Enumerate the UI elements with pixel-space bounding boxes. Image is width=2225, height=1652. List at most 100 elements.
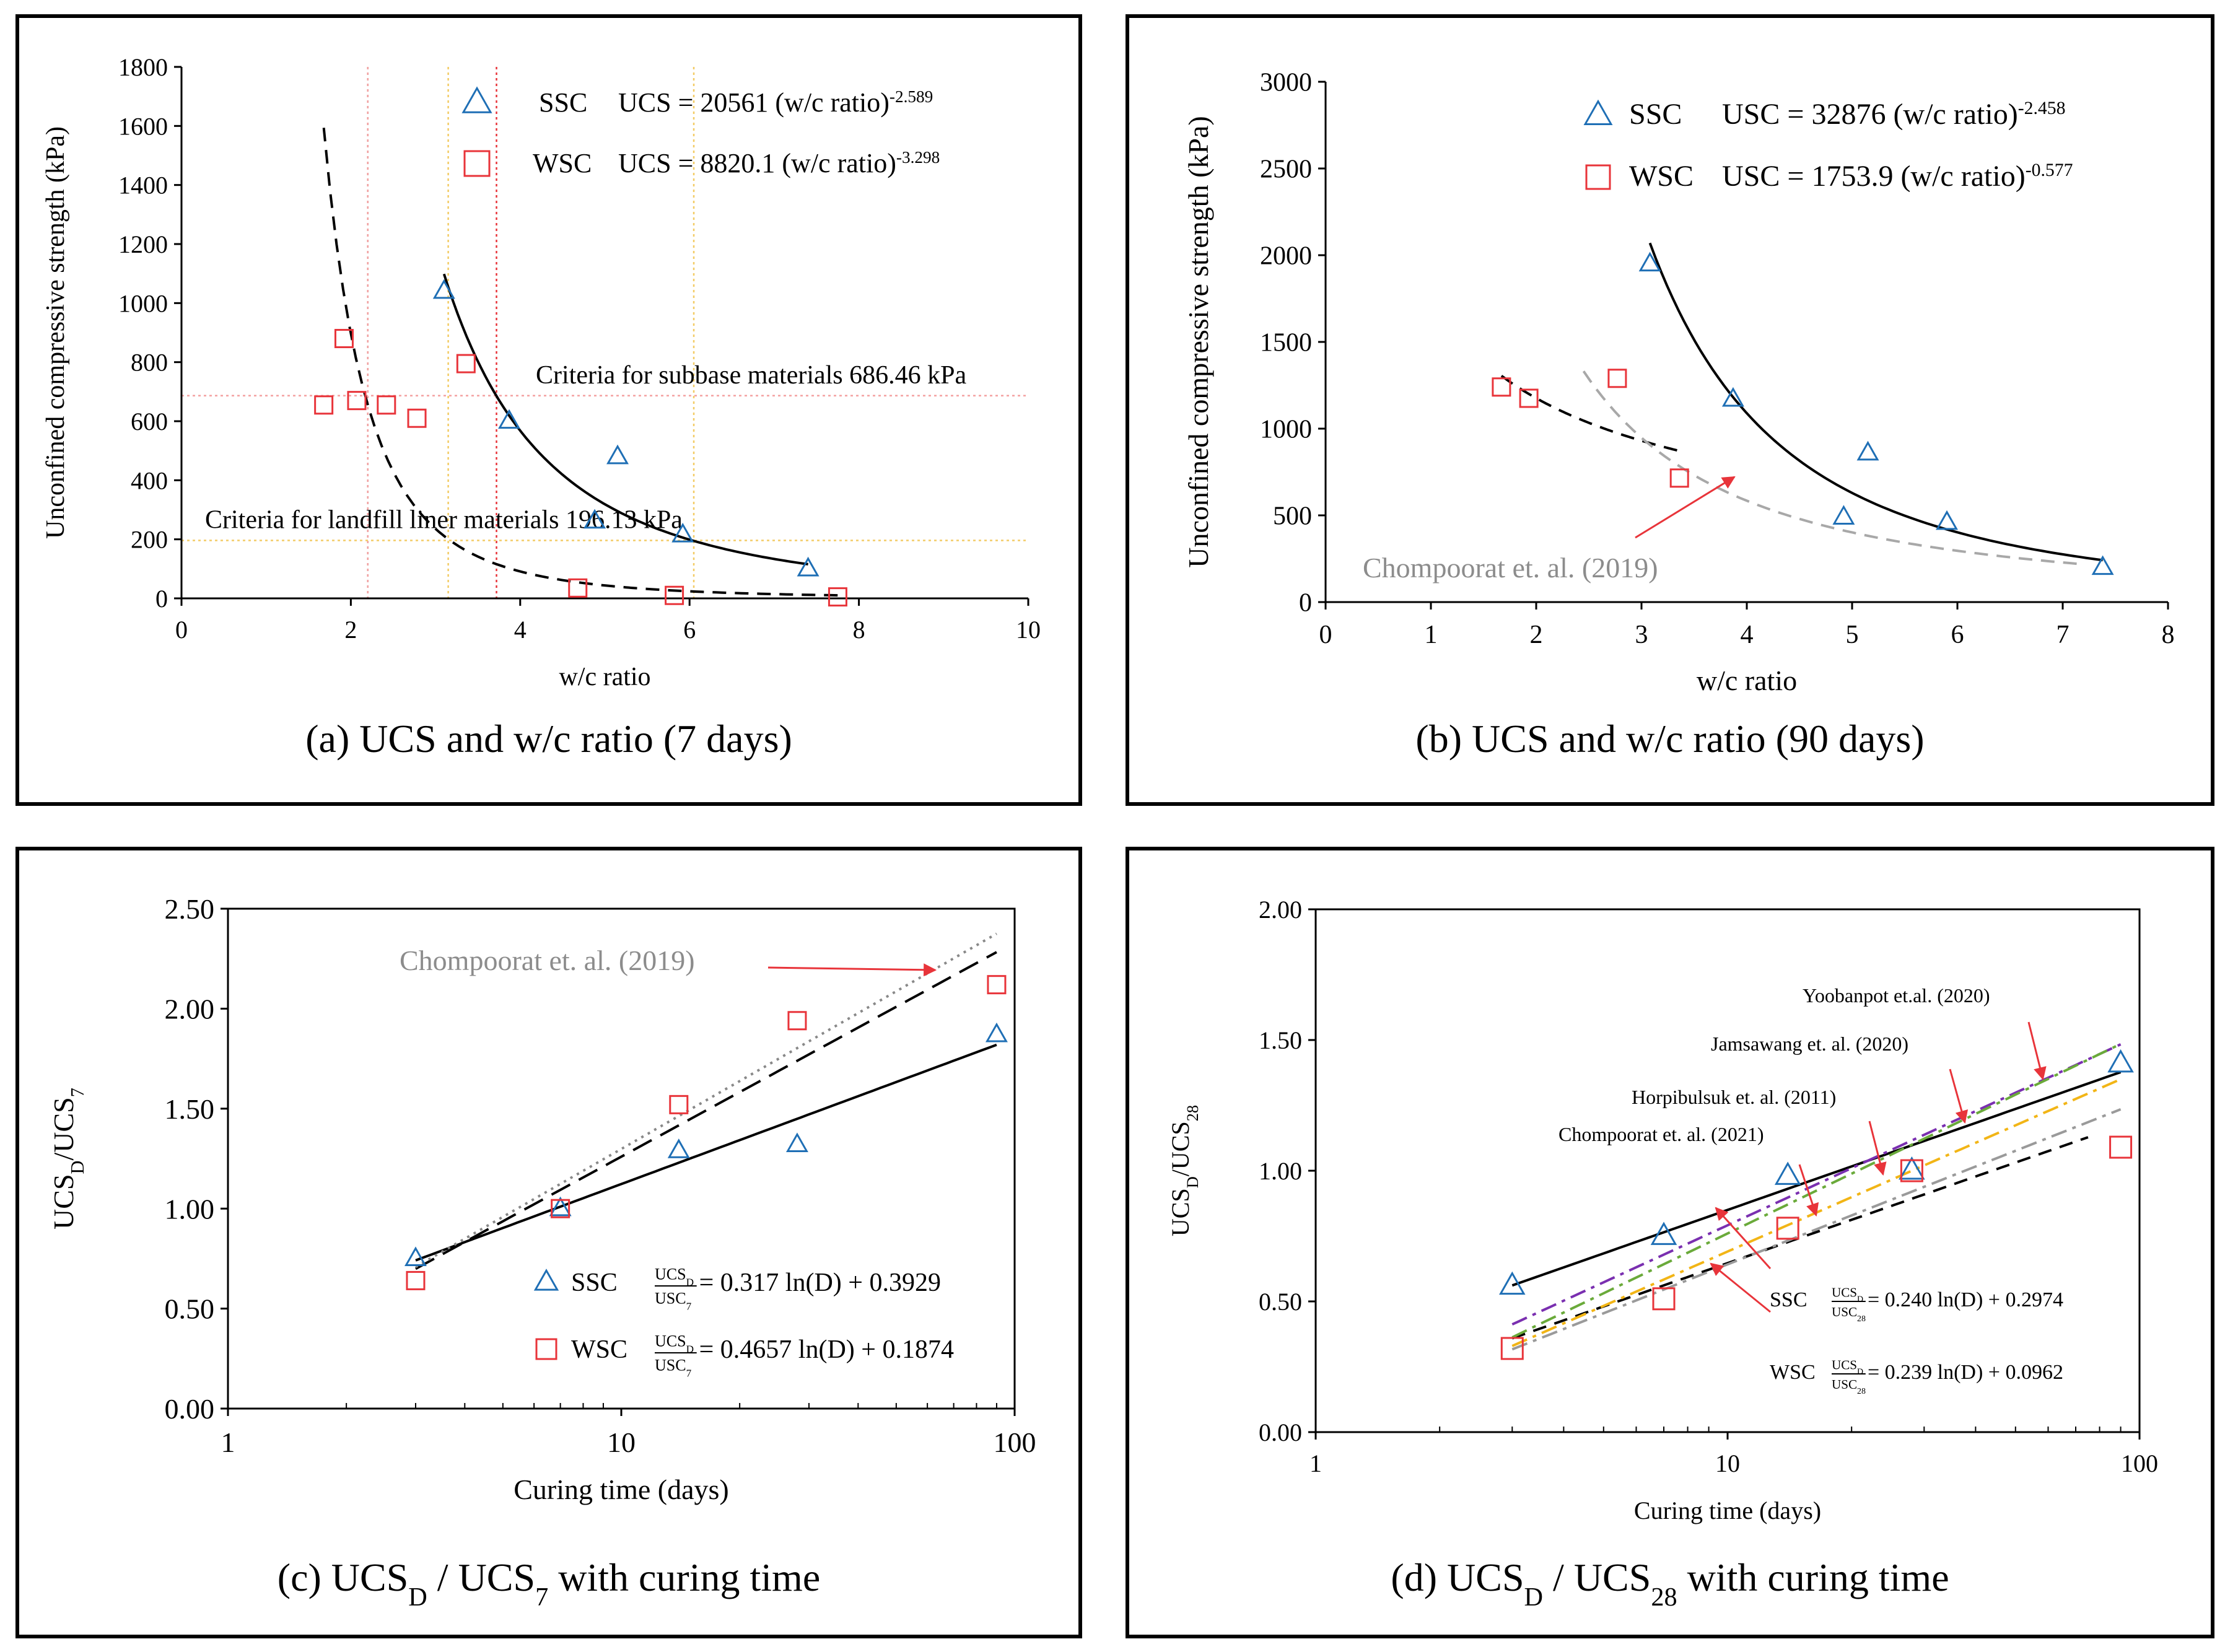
chart-d: 0.00 0.50 1.00 1.50 2.00 1 10 100 Curing time (d… [1126,847,2214,1638]
y-tick-label: 2500 [1260,155,1312,184]
data-point-ssc [1499,1271,1526,1295]
legend-frac-den: USC28 [1832,1305,1866,1324]
data-point-ssc [606,444,629,465]
x-tick-label: 2 [344,616,357,644]
data-point-ssc [549,1196,572,1217]
y-tick-label: 500 [1273,502,1312,531]
legend-label: WSC [1629,160,1694,193]
x-tick-label: 4 [514,616,527,644]
legend-frac-num: UCSD [655,1265,694,1288]
y-tick-label: 1000 [1260,416,1312,444]
data-point-wsc [406,1270,426,1290]
x-tick-label: 10 [1715,1449,1740,1477]
data-point-wsc [1519,388,1539,408]
data-point-ssc [785,1132,808,1153]
y-tick-label: 1200 [118,230,168,258]
data-point-ssc [584,509,606,529]
annotation-arrow [1798,1164,1819,1217]
data-point-wsc [1500,1337,1524,1360]
data-point-wsc [334,329,354,349]
y-tick-label: 0.00 [1259,1418,1302,1446]
fit-curve [1648,242,2103,562]
fit-curve [415,1043,997,1262]
fit-curve [1582,370,2084,566]
legend-equation: USC = 32876 (w/c ratio)-2.458 [1722,98,2066,131]
panel-frame [15,14,1082,806]
chart-caption: (d) UCSD / UCS28 with curing time [1391,1555,1949,1612]
data-point-ssc [1638,251,1661,272]
legend-frac-den: USC7 [655,1357,692,1379]
y-tick-label: 0.50 [1259,1288,1302,1316]
legend-marker [1585,164,1611,190]
data-point-wsc [987,975,1007,995]
y-tick-label: 0.00 [165,1393,215,1425]
data-point-wsc [407,408,427,428]
x-axis-label: Curing time (days) [1634,1497,1821,1524]
x-tick-label: 6 [1951,621,1964,649]
legend-equation: = 0.240 ln(D) + 0.2974 [1868,1288,2063,1311]
x-tick-label: 8 [853,616,865,644]
data-point-ssc [1856,440,1879,461]
data-point-ssc [671,522,694,543]
fit-curve [1511,1108,2122,1351]
fit-curve [1511,1070,2122,1287]
panel-frame [15,847,1082,1638]
y-tick-label: 0 [155,585,168,613]
legend-equation: UCS = 8820.1 (w/c ratio)-3.298 [618,148,940,178]
data-point-wsc [377,395,396,415]
legend-equation: = 0.317 ln(D) + 0.3929 [699,1269,941,1297]
data-point-wsc [1900,1159,1923,1182]
data-point-wsc [787,1011,807,1031]
data-point-wsc [347,391,367,411]
legend-frac-den: USC7 [655,1290,692,1313]
x-tick-label: 4 [1741,621,1754,649]
y-tick-label: 2.00 [165,994,215,1025]
x-axis-label: w/c ratio [559,663,650,691]
reference-label: Criteria for subbase materials 686.46 kP… [536,361,967,390]
legend-marker [461,86,492,113]
x-tick-label: 6 [683,616,696,644]
y-tick-label: 1.00 [165,1193,215,1225]
data-point-wsc [1607,369,1627,388]
legend-label: SSC [1770,1288,1808,1311]
y-tick-label: 2.50 [165,893,215,925]
annotation-text: Jamsawang et. al. (2020) [1711,1033,1908,1055]
x-tick-label: 10 [607,1427,636,1458]
data-point-ssc [432,279,455,299]
y-tick-label: 1600 [118,112,168,140]
y-axis-label: Unconfined compressive strength (kPa) [1182,116,1214,567]
data-point-wsc [669,1095,689,1114]
legend-label: WSC [1770,1361,1816,1384]
x-tick-label: 1 [1309,1449,1322,1477]
chart-caption: (a) UCS and w/c ratio (7 days) [305,717,792,761]
x-tick-label: 1 [1425,621,1438,649]
y-tick-label: 1.00 [1259,1157,1302,1185]
y-axis-label: UCSD/UCS7 [48,1088,88,1230]
reference-label: Criteria for landfill liner materials 19… [205,506,683,535]
fit-curve [414,932,997,1269]
fit-curve [442,273,808,566]
annotation-text: Chompoorat et. al. (2021) [1558,1123,1764,1145]
panel-frame [1126,847,2214,1638]
legend-equation: USC = 1753.9 (w/c ratio)-0.577 [1722,160,2073,193]
y-tick-label: 1000 [118,289,168,317]
data-point-wsc [1492,377,1511,397]
chart-b: 0 500 1000 1500 2000 2500 3000 0 1 2 3 4 5 6 7 8 w/c rat… [1126,14,2214,806]
legend-frac-num: UCSD [1832,1285,1863,1304]
data-point-wsc [314,395,334,415]
annotation-arrow [1635,476,1736,539]
x-tick-label: 1 [221,1427,235,1458]
x-tick-label: 100 [994,1427,1036,1458]
x-tick-label: 2 [1530,621,1543,649]
y-tick-label: 2.00 [1259,896,1302,924]
fit-curve [1511,1043,2122,1326]
data-point-wsc [551,1199,570,1218]
data-point-wsc [828,587,847,607]
x-tick-label: 8 [2162,621,2175,649]
data-point-wsc [2109,1135,2133,1159]
legend-label: WSC [571,1335,627,1364]
x-tick-label: 0 [1319,621,1332,649]
x-tick-label: 0 [175,616,188,644]
x-axis-label: Curing time (days) [514,1474,729,1505]
